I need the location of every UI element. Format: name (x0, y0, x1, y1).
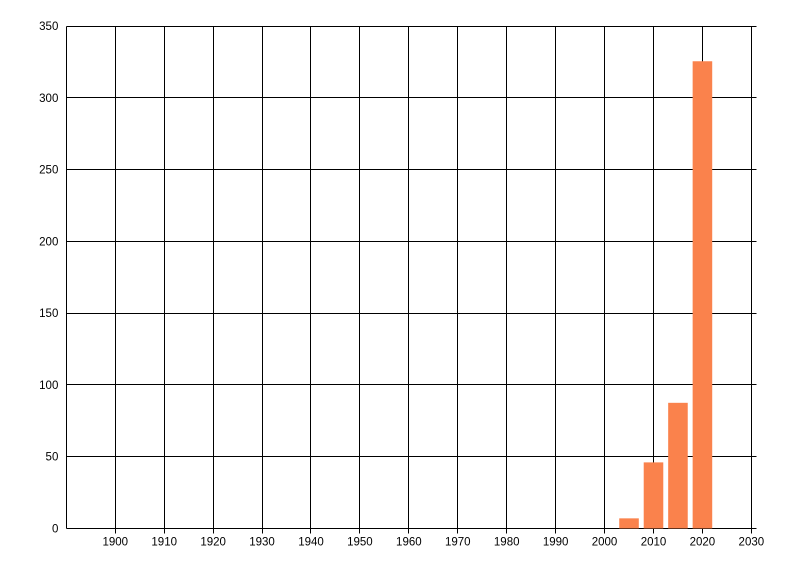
svg-text:350: 350 (39, 21, 58, 33)
svg-text:1930: 1930 (249, 536, 275, 548)
svg-text:1920: 1920 (200, 536, 226, 548)
svg-text:250: 250 (39, 165, 58, 177)
svg-text:1950: 1950 (347, 536, 373, 548)
svg-text:2030: 2030 (739, 536, 765, 548)
svg-text:1970: 1970 (445, 536, 471, 548)
svg-text:1900: 1900 (102, 536, 128, 548)
svg-text:2010: 2010 (641, 536, 667, 548)
svg-text:100: 100 (39, 380, 58, 392)
svg-text:50: 50 (46, 452, 59, 464)
svg-text:0: 0 (52, 523, 58, 535)
svg-text:2000: 2000 (592, 536, 618, 548)
svg-text:2020: 2020 (690, 536, 716, 548)
svg-text:300: 300 (39, 93, 58, 105)
svg-text:1990: 1990 (543, 536, 569, 548)
svg-text:200: 200 (39, 236, 58, 248)
svg-text:1960: 1960 (396, 536, 422, 548)
svg-text:1910: 1910 (151, 536, 177, 548)
svg-text:150: 150 (39, 308, 58, 320)
svg-text:1980: 1980 (494, 536, 520, 548)
svg-text:1940: 1940 (298, 536, 324, 548)
